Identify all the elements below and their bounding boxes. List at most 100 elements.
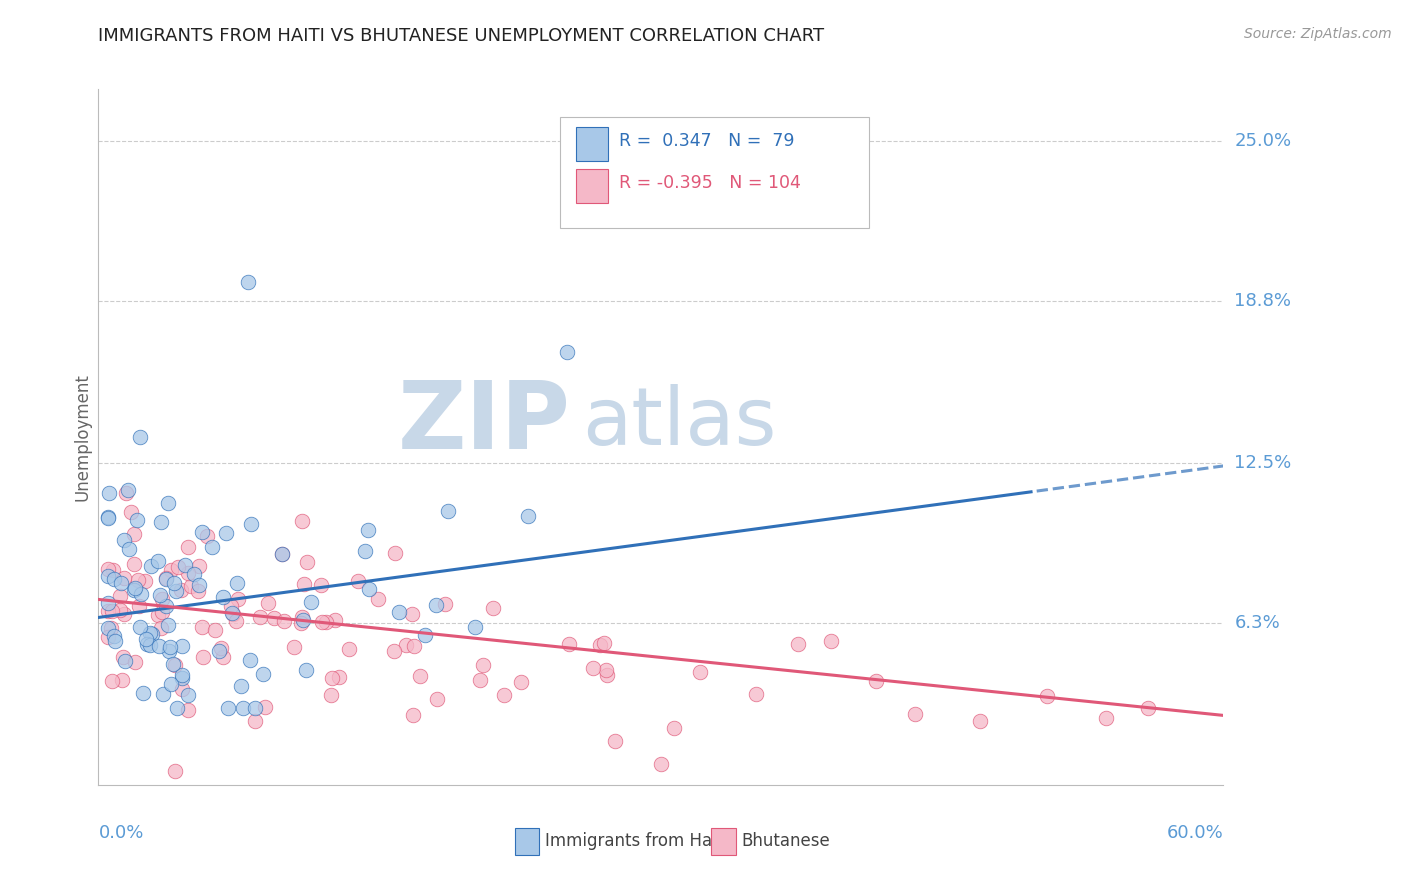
Point [291,514,314,528]
Point [139,558,162,573]
Point [104,633,127,648]
Point [464,620,486,634]
Point [238,276,260,290]
Point [97,596,120,610]
Y-axis label: Unemployment: Unemployment [73,373,91,501]
Point [191,649,214,664]
Point [112,607,135,622]
Point [149,588,172,602]
Point [243,700,266,714]
Point [188,558,211,573]
Point [139,638,162,652]
Point [177,541,200,555]
Point [160,563,183,577]
Text: Immigrants from Haiti: Immigrants from Haiti [546,832,728,850]
Text: 12.5%: 12.5% [1234,454,1292,472]
Point [226,592,249,607]
Point [270,547,292,561]
Point [494,688,516,702]
Text: Source: ZipAtlas.com: Source: ZipAtlas.com [1244,27,1392,41]
Point [402,639,425,653]
Point [122,582,145,597]
Point [176,566,198,580]
Text: 18.8%: 18.8% [1234,292,1291,310]
Point [294,663,316,677]
Point [969,714,991,728]
Point [263,611,285,625]
Bar [711,828,737,855]
Point [555,345,578,359]
Point [166,700,188,714]
Text: IMMIGRANTS FROM HAITI VS BHUTANESE UNEMPLOYMENT CORRELATION CHART: IMMIGRANTS FROM HAITI VS BHUTANESE UNEMP… [98,27,824,45]
Text: 0.0%: 0.0% [98,824,143,842]
Text: 6.3%: 6.3% [1234,614,1279,632]
Point [395,638,418,652]
Point [204,623,226,637]
Point [592,636,614,650]
Point [243,714,266,728]
Point [319,688,342,702]
Point [101,605,124,619]
Point [426,691,449,706]
Point [299,595,322,609]
Point [273,615,295,629]
Point [1035,690,1057,704]
Point [328,670,350,684]
Point [215,526,238,541]
Point [662,721,685,735]
Point [152,687,174,701]
Point [257,596,280,610]
Point [177,703,200,717]
Point [315,615,337,629]
Point [292,613,315,627]
Point [146,607,169,622]
Point [174,558,197,573]
Point [208,644,231,658]
Point [163,764,186,778]
Point [115,486,138,500]
Point [311,615,333,629]
Point [239,653,262,667]
Point [97,621,120,635]
Point [167,559,190,574]
Point [211,641,233,656]
Point [103,629,125,643]
Point [114,654,136,668]
Point [127,573,149,587]
Point [470,673,492,687]
Point [97,510,120,524]
Point [1094,711,1116,725]
Point [200,540,222,554]
Point [155,599,177,613]
Point [231,679,253,693]
Point [187,584,209,599]
Point [125,513,148,527]
Point [357,523,380,537]
Point [112,572,135,586]
Point [295,555,318,569]
Point [195,529,218,543]
Point [388,605,411,619]
Point [509,675,531,690]
Point [117,483,139,497]
Point [156,618,179,632]
Point [162,657,184,671]
Point [157,644,180,658]
Point [97,604,120,618]
Point [595,663,617,677]
Point [97,510,120,524]
Point [413,628,436,642]
Point [128,599,150,614]
Point [136,637,159,651]
Point [292,576,315,591]
Point [180,579,202,593]
Point [122,527,145,541]
Point [131,686,153,700]
Point [170,582,193,597]
Point [482,600,505,615]
Point [149,515,172,529]
Point [471,658,494,673]
Text: R = -0.395   N = 104: R = -0.395 N = 104 [619,174,801,192]
Point [138,626,160,640]
Point [159,640,181,655]
